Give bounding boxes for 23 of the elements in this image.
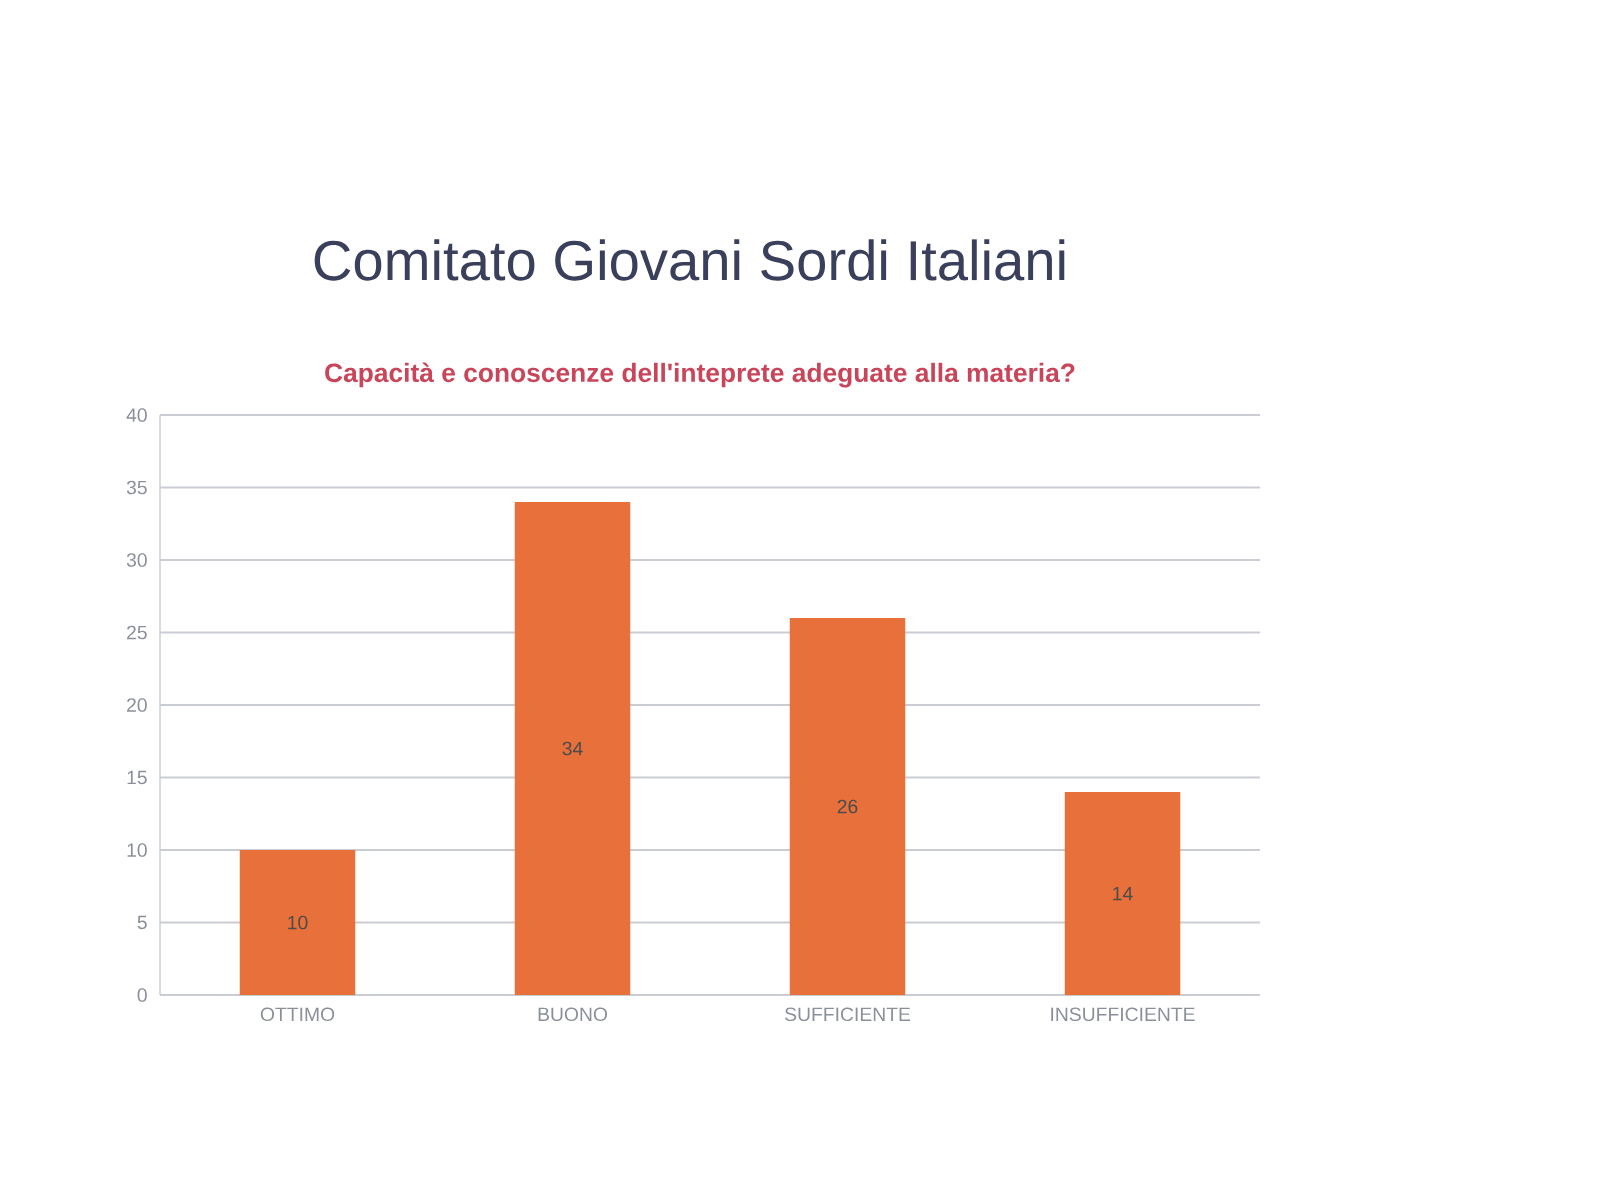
y-tick-label: 0: [137, 988, 147, 1002]
chart-title: Comitato Giovani Sordi Italiani: [314, 239, 1065, 281]
data-label: 26: [837, 799, 858, 814]
y-tick-label: 35: [126, 480, 147, 495]
y-tick-label: 10: [127, 843, 147, 857]
y-tick-label: 15: [127, 770, 147, 785]
y-tick-label: 25: [127, 625, 147, 640]
x-tick-label: OTTIMO: [260, 1007, 335, 1022]
x-tick-label: INSUFFICIENTE: [1051, 1007, 1195, 1022]
data-label: 34: [562, 741, 583, 756]
bar: [789, 618, 906, 996]
data-label: 10: [288, 915, 308, 930]
y-tick-label: 20: [127, 698, 147, 712]
y-tick-label: 30: [126, 553, 147, 567]
data-label: 14: [1113, 886, 1133, 901]
bar: [239, 850, 356, 996]
x-tick-label: SUFFICIENTE: [785, 1007, 911, 1022]
x-tick-label: BUONO: [538, 1007, 608, 1022]
chart-subtitle: Capacità e conoscenze dell'inteprete adeguate alla materia?: [325, 362, 1075, 388]
bar: [514, 502, 631, 996]
y-tick-label: 40: [126, 408, 147, 422]
y-tick-label: 5: [137, 915, 147, 930]
bar: [1064, 792, 1181, 996]
